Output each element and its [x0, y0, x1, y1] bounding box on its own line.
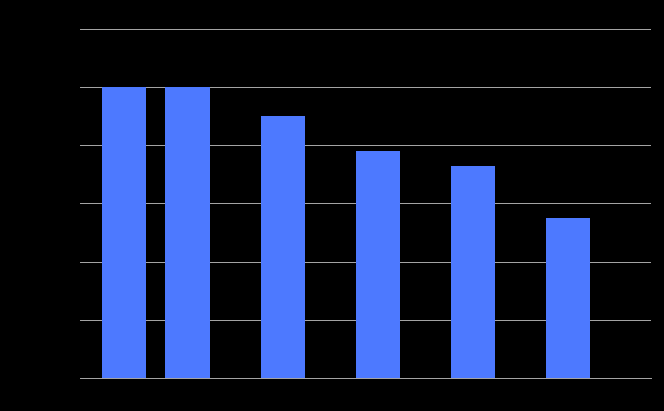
Bar [356, 151, 400, 378]
Bar [165, 87, 210, 378]
Bar [260, 116, 305, 378]
Bar [546, 218, 590, 378]
Bar [451, 166, 495, 378]
Bar [102, 87, 146, 378]
